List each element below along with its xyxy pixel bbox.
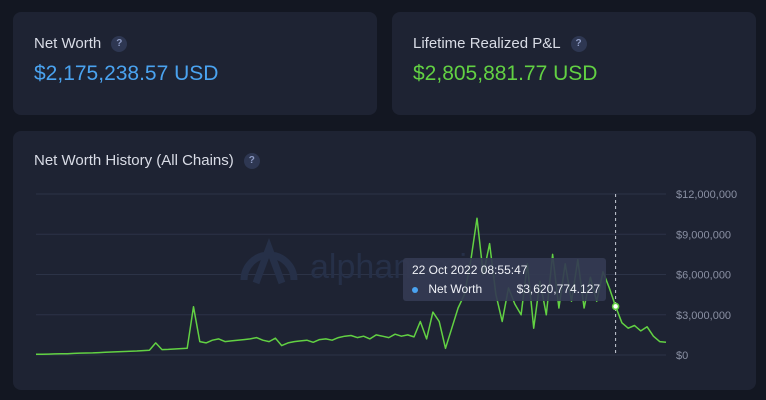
alphanomics-logo-icon [240, 251, 298, 281]
alphanomics-logo-inner-icon [252, 237, 286, 285]
net-worth-value: $2,175,238.57 USD [34, 62, 219, 85]
chart-card: Net Worth History (All Chains) ? [13, 131, 756, 390]
tooltip-date: 22 Oct 2022 08:55:47 [412, 263, 528, 277]
highlight-point [611, 302, 620, 311]
chart-title-text: Net Worth History (All Chains) [34, 152, 234, 169]
chart-tooltip: 22 Oct 2022 08:55:47 Net Worth $3,620,77… [403, 258, 606, 301]
help-icon[interactable]: ? [570, 35, 587, 52]
lifetime-pnl-label: Lifetime Realized P&L ? [413, 35, 587, 52]
lifetime-pnl-label-text: Lifetime Realized P&L [413, 35, 561, 52]
lifetime-pnl-value: $2,805,881.77 USD [413, 62, 598, 85]
y-tick-label: $12,000,000 [676, 189, 737, 201]
y-axis-ticks: $12,000,000 $9,000,000 $6,000,000 $3,000,00… [676, 189, 737, 362]
net-worth-label: Net Worth ? [34, 35, 128, 52]
y-tick-label: $6,000,000 [676, 270, 731, 282]
series-dot-icon [412, 286, 418, 293]
tooltip-row: Net Worth $3,620,774.127 [412, 282, 600, 296]
y-tick-label: $3,000,000 [676, 310, 731, 322]
chart-title: Net Worth History (All Chains) ? [34, 152, 260, 169]
y-tick-label: $9,000,000 [676, 229, 731, 241]
help-icon[interactable]: ? [111, 35, 128, 52]
y-tick-label: $0 [676, 350, 688, 362]
net-worth-label-text: Net Worth [34, 35, 102, 52]
tooltip-value: $3,620,774.127 [516, 282, 600, 296]
tooltip-series-label: Net Worth [428, 282, 483, 296]
net-worth-card: Net Worth ? $2,175,238.57 USD [13, 12, 377, 115]
lifetime-pnl-card: Lifetime Realized P&L ? $2,805,881.77 US… [392, 12, 756, 115]
help-icon[interactable]: ? [243, 152, 260, 169]
